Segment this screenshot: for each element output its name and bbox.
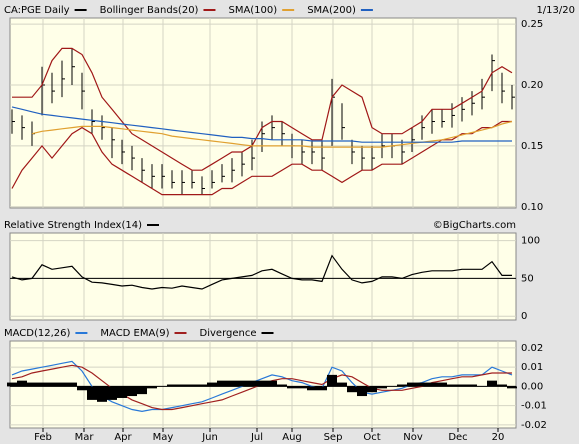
x-tick-label: Apr (114, 432, 132, 443)
histogram-bar (177, 384, 187, 387)
legend-label: CA:PGE Daily (4, 5, 70, 16)
histogram-bar (237, 380, 247, 387)
histogram-bar (487, 380, 497, 387)
histogram-bar (367, 386, 377, 393)
histogram-bar (437, 382, 447, 387)
histogram-bar (307, 386, 317, 391)
histogram-bar (197, 384, 207, 387)
legend-label: Relative Strength Index(14) (4, 220, 142, 231)
histogram-bar (67, 382, 77, 387)
histogram-bar (457, 384, 467, 387)
legend-label: SMA(100) (228, 5, 277, 16)
histogram-bar (317, 386, 327, 391)
histogram-bar (57, 382, 67, 387)
panel (9, 17, 517, 209)
line (31, 120, 513, 148)
line (11, 254, 512, 290)
y-tick-label: 100 (521, 236, 540, 247)
x-tick-label: Aug (282, 432, 302, 443)
x-tick-label: Oct (363, 432, 380, 443)
histogram-bar (467, 384, 477, 387)
legend-label: Bollinger Bands(20) (100, 5, 199, 16)
y-tick-label: 50 (521, 273, 534, 284)
histogram-bar (417, 382, 427, 387)
x-tick-label: Feb (34, 432, 52, 443)
x-tick-label: Jun (201, 432, 218, 443)
y-tick-label: 0.02 (521, 343, 543, 354)
y-tick-label: 0.15 (521, 141, 543, 152)
histogram-bar (357, 386, 367, 397)
histogram-bar (207, 382, 217, 387)
x-tick-label: Mar (75, 432, 95, 443)
histogram-bar (337, 382, 347, 387)
histogram-bar (187, 384, 197, 387)
y-tick-label: 0 (521, 311, 527, 322)
histogram-bar (217, 380, 227, 387)
histogram-bar (37, 382, 47, 387)
histogram-bar (97, 386, 107, 402)
line (11, 106, 512, 143)
y-tick-label: 0.00 (521, 381, 543, 392)
date-label: 1/13/20 (536, 5, 575, 16)
histogram-bar (17, 380, 27, 387)
histogram-bar (147, 386, 157, 389)
histogram-bar (297, 386, 307, 389)
histogram-bar (47, 382, 57, 387)
histogram-bar (117, 386, 127, 398)
y-tick-label: 0.25 (521, 19, 543, 30)
x-tick-label: Jul (250, 432, 263, 443)
panel (9, 232, 517, 321)
histogram-bar (7, 382, 17, 387)
y-tick-label: 0.20 (521, 80, 543, 91)
x-tick-label: Sep (324, 432, 343, 443)
histogram-bar (377, 386, 387, 389)
histogram-bar (107, 386, 117, 400)
histogram-bar (137, 386, 147, 395)
x-tick-label: 20 (492, 432, 505, 443)
histogram-bar (227, 380, 237, 387)
histogram-bar (497, 384, 507, 387)
histogram-bar (407, 382, 417, 387)
x-tick-label: May (153, 432, 174, 443)
histogram-bar (167, 384, 177, 387)
line (11, 120, 512, 196)
y-tick-label: 0.01 (521, 362, 543, 373)
histogram-bar (347, 386, 357, 393)
histogram-bar (327, 374, 337, 387)
histogram-bar (77, 386, 87, 391)
legend-label: MACD EMA(9) (100, 328, 169, 339)
legend-label: MACD(12,26) (4, 328, 71, 339)
histogram-bar (447, 384, 457, 387)
histogram-bar (27, 382, 37, 387)
histogram-bar (267, 380, 277, 387)
histogram-bar (247, 380, 257, 387)
histogram-bar (507, 386, 517, 389)
histogram-bar (127, 386, 137, 397)
credit: ©BigCharts.com (433, 220, 516, 231)
histogram-bar (257, 380, 267, 387)
histogram-bar (287, 386, 297, 389)
y-tick-label: -0.02 (521, 420, 547, 431)
y-tick-label: 0.10 (521, 202, 543, 213)
x-tick-label: Nov (403, 432, 423, 443)
legend-label: Divergence (200, 328, 257, 339)
legend-label: SMA(200) (307, 5, 356, 16)
y-tick-label: -0.01 (521, 401, 547, 412)
line (12, 47, 513, 171)
histogram-bar (397, 384, 407, 387)
histogram-bar (427, 382, 437, 387)
histogram-bar (277, 384, 287, 387)
x-tick-label: Dec (448, 432, 467, 443)
histogram-bar (87, 386, 97, 400)
